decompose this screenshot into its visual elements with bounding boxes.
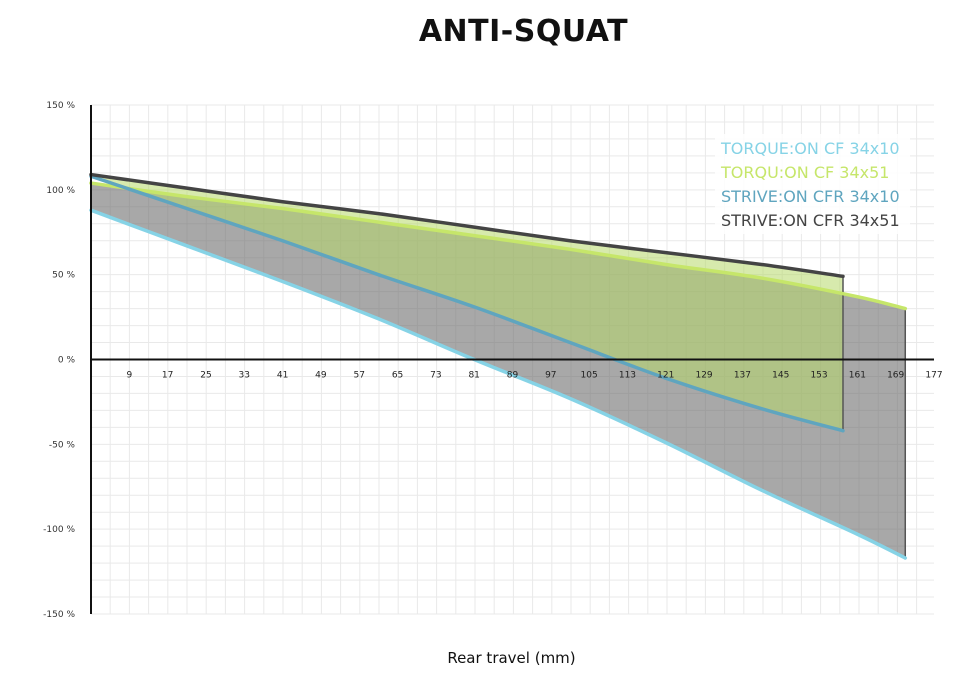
axes [90,105,934,614]
x-axis-title: Rear travel (mm) [447,649,576,667]
legend: TORQUE:ON CF 34x10 TORQU:ON CF 34x51 STRIV… [715,134,910,234]
x-tick-label: 73 [430,371,441,381]
x-tick-label: 49 [315,371,327,381]
y-tick-label: 100 % [46,186,75,196]
y-tick-label: 50 % [52,271,75,281]
x-tick-label: 9 [126,371,132,381]
x-tick-label: 153 [810,371,827,381]
x-tick-label: 81 [468,371,479,381]
x-tick-label: 137 [734,371,751,381]
x-tick-label: 97 [545,371,556,381]
x-tick-label: 129 [695,371,712,381]
series-line-strive-on-cfr-34x51 [89,172,845,279]
legend-entry: TORQUE:ON CF 34x10 [720,139,900,158]
legend-box [715,134,910,234]
y-tick-label: 150 % [46,101,75,111]
x-tick-label: 41 [277,371,288,381]
tick-labels: 150 % 100 % 50 % 0 % -50 % -100 % -150 % 9 17 25 3… [43,101,942,620]
x-tick-label: 169 [887,371,904,381]
x-tick-label: 17 [162,371,173,381]
y-tick-label: -50 % [49,440,76,450]
series-lines [89,172,908,560]
legend-entry: STRIVE:ON CFR 34x51 [721,211,900,230]
x-tick-label: 25 [200,371,211,381]
x-tick-label: 121 [657,371,674,381]
y-tick-label: 0 % [58,356,76,366]
x-tick-label: 65 [392,371,403,381]
x-tick-label: 33 [239,371,250,381]
x-tick-label: 177 [925,371,942,381]
legend-entry: TORQU:ON CF 34x51 [720,163,889,182]
y-tick-label: -100 % [43,525,75,535]
series-line-torque-on-cf-34x10 [89,208,908,560]
legend-entry: STRIVE:ON CFR 34x10 [721,187,900,206]
chart-title: ANTI-SQUAT [418,14,629,49]
y-tick-label: -150 % [43,610,75,620]
x-tick-label: 105 [581,371,598,381]
x-tick-label: 57 [354,371,365,381]
series-line-strive-on-cfr-34x10 [89,174,845,433]
x-tick-label: 145 [772,371,789,381]
series-line-torqu-on-cf-34x51 [89,181,908,311]
x-tick-label: 113 [619,371,636,381]
x-tick-label: 161 [849,371,866,381]
x-tick-label: 89 [507,371,519,381]
